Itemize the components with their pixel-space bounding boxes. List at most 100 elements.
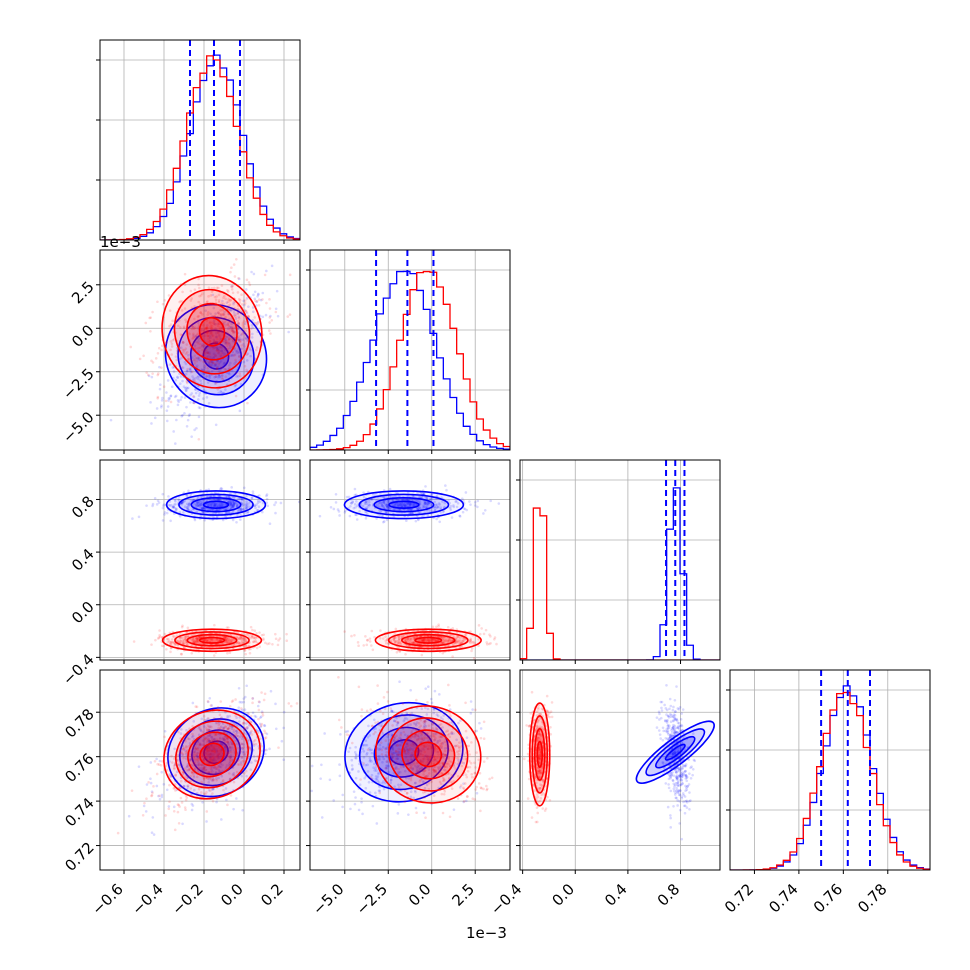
blue-point: [364, 739, 368, 742]
blue-point: [162, 503, 166, 506]
blue-point: [186, 418, 190, 422]
blue-point: [385, 504, 388, 508]
red-point: [156, 395, 160, 399]
red-point: [245, 310, 248, 313]
blue-point: [196, 763, 200, 767]
blue-point: [179, 398, 182, 402]
blue-point: [228, 746, 232, 750]
blue-point: [370, 497, 374, 501]
blue-point: [423, 501, 427, 505]
red-point: [180, 366, 184, 369]
blue-point: [444, 484, 447, 487]
blue-point: [274, 702, 277, 706]
red-point: [422, 736, 426, 739]
blue-point: [274, 511, 277, 515]
red-point: [399, 765, 403, 769]
blue-point: [377, 789, 381, 792]
panel-frame: [99, 39, 301, 241]
red-point: [205, 727, 208, 730]
red-point: [413, 728, 416, 731]
red-point: [202, 343, 206, 347]
red-point: [232, 736, 235, 740]
red-point: [184, 745, 188, 748]
blue-point: [207, 488, 211, 491]
red-point: [192, 401, 196, 405]
blue-point: [425, 500, 428, 504]
blue-point: [423, 724, 426, 728]
red-point: [442, 764, 446, 768]
blue-point: [212, 508, 216, 512]
red-point: [411, 641, 414, 644]
red-point: [206, 329, 209, 332]
blue-point: [109, 418, 113, 422]
blue-point: [210, 735, 213, 739]
red-point: [277, 746, 280, 749]
blue-point: [407, 502, 411, 506]
red-point: [187, 357, 190, 360]
red-point: [464, 701, 467, 705]
red-point: [424, 775, 428, 778]
red-point: [415, 750, 419, 754]
blue-point: [197, 340, 200, 343]
red-point: [421, 639, 425, 643]
red-point: [458, 741, 461, 744]
red-point: [231, 291, 235, 295]
red-point: [158, 635, 162, 639]
blue-point: [193, 767, 197, 771]
red-point: [406, 744, 410, 747]
red-point: [433, 749, 437, 753]
red-point: [469, 639, 473, 643]
red-point: [422, 770, 426, 773]
red-point: [202, 350, 206, 354]
red-point: [237, 637, 241, 640]
red-point: [270, 318, 274, 322]
red-point: [186, 367, 189, 371]
red-point: [485, 642, 489, 646]
red-point: [230, 700, 234, 703]
blue-point: [219, 354, 223, 358]
red-point: [431, 639, 434, 642]
red-point: [183, 767, 186, 771]
blue-point: [362, 491, 365, 494]
blue-point: [233, 502, 237, 505]
red-point: [179, 779, 183, 783]
panel-frame: [309, 249, 511, 451]
blue-point: [426, 747, 430, 751]
blue-point: [196, 754, 199, 758]
blue-contour: [373, 497, 435, 513]
red-point: [456, 635, 460, 639]
blue-point: [403, 498, 406, 501]
blue-point: [361, 744, 365, 747]
red-point: [237, 746, 240, 750]
red-point: [218, 639, 221, 642]
blue-point: [209, 752, 212, 756]
red-point: [205, 326, 209, 330]
red-point: [370, 644, 373, 647]
red-point: [209, 704, 213, 707]
blue-point: [207, 749, 210, 753]
red-point: [345, 733, 349, 736]
blue-point: [216, 348, 219, 351]
blue-point: [412, 504, 415, 507]
red-point: [274, 310, 278, 314]
red-point: [194, 334, 198, 337]
red-point: [132, 640, 136, 643]
blue-point: [203, 518, 207, 522]
blue-point: [174, 442, 177, 445]
red-point: [362, 644, 366, 647]
red-point: [469, 638, 472, 642]
red-point: [412, 636, 416, 639]
blue-point: [363, 743, 367, 747]
red-point: [398, 640, 402, 643]
red-point: [410, 729, 414, 733]
blue-point: [227, 364, 231, 367]
red-point: [396, 642, 400, 645]
red-point: [230, 266, 233, 270]
blue-point: [201, 507, 205, 510]
red-point: [439, 726, 443, 730]
red-point: [256, 322, 259, 326]
red-point: [176, 640, 180, 643]
red-point: [184, 320, 188, 324]
red-point: [447, 771, 451, 775]
blue-point: [365, 743, 369, 747]
